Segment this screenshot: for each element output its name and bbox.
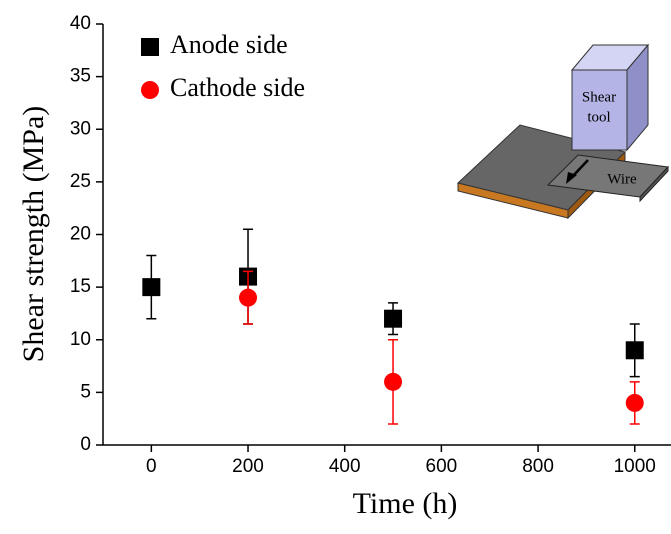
y-tick-label: 15 (70, 276, 91, 297)
tool-side (626, 43, 649, 152)
inset-label: Shear (582, 89, 616, 105)
x-tick-label: 200 (232, 456, 264, 477)
x-tick-label: 800 (522, 456, 554, 477)
inset-label: Wire (607, 171, 637, 187)
x-tick-label: 1000 (614, 456, 656, 477)
y-tick-label: 35 (70, 66, 91, 87)
x-tick-label: 0 (146, 456, 157, 477)
data-point (384, 309, 403, 328)
y-tick-label: 30 (70, 118, 91, 139)
data-point (384, 372, 403, 391)
x-tick-label: 400 (329, 456, 361, 477)
data-point (142, 278, 161, 297)
legend-marker (141, 81, 159, 99)
y-tick-label: 10 (70, 329, 91, 350)
wire-edge (639, 165, 669, 203)
inset-diagram: Shear tool Wire (456, 43, 670, 220)
y-axis-label: Shear strength (MPa) (17, 106, 50, 363)
y-tick-label: 25 (70, 171, 91, 192)
legend-marker (141, 38, 159, 56)
y-tick-label: 40 (70, 13, 91, 34)
y-tick-label: 0 (80, 434, 91, 455)
legend-label: Anode side (170, 30, 288, 59)
x-tick-label: 600 (426, 456, 458, 477)
legend-label: Cathode side (170, 73, 305, 102)
y-tick-label: 5 (80, 381, 91, 402)
arrow-head (566, 172, 577, 184)
x-axis-label: Time (h) (353, 487, 458, 520)
arrow (571, 159, 589, 178)
data-point (625, 341, 644, 360)
data-point (625, 393, 644, 412)
data-point (239, 288, 258, 307)
y-tick-label: 20 (70, 224, 91, 245)
inset-label: tool (587, 109, 610, 125)
